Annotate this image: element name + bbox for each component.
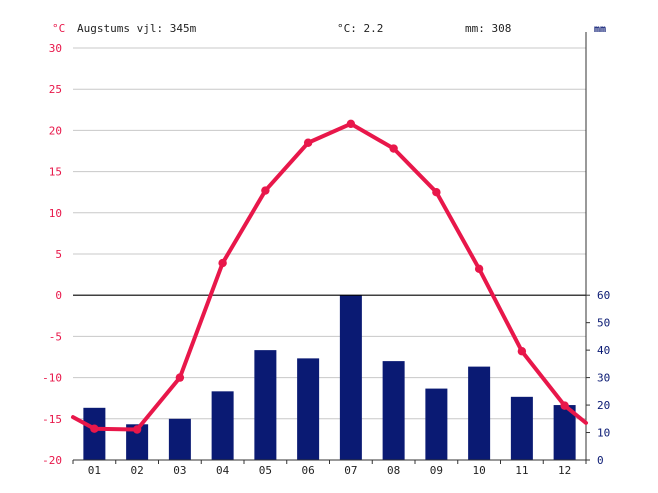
altitude-label: Augstums vjl: 345m xyxy=(77,22,197,35)
precip-tick-label: 50 xyxy=(597,317,610,330)
temperature-line-group xyxy=(71,119,588,434)
temp-point-08 xyxy=(389,144,398,153)
x-tick-label-01: 01 xyxy=(88,464,101,477)
precip-tick-label: 30 xyxy=(597,372,610,385)
precip-tick-label: 60 xyxy=(597,289,610,302)
x-tick-label-10: 10 xyxy=(473,464,486,477)
x-tick-label-09: 09 xyxy=(430,464,443,477)
precip-bar-05 xyxy=(254,350,277,460)
x-tick-label-12: 12 xyxy=(558,464,571,477)
temperature-line xyxy=(71,121,588,432)
temp-tick-label: -10 xyxy=(42,372,62,385)
precipitation-bars xyxy=(83,295,576,460)
temp-point-10 xyxy=(474,264,484,274)
avg-temp-label: °C: 2.2 xyxy=(337,22,383,35)
temp-point-05 xyxy=(261,186,270,195)
temp-tick-label: 30 xyxy=(49,42,62,55)
temp-tick-label: 20 xyxy=(49,124,62,137)
temp-point-07 xyxy=(346,119,356,129)
precip-tick-label: 20 xyxy=(597,399,610,412)
x-tick-label-03: 03 xyxy=(173,464,186,477)
temp-point-06 xyxy=(303,138,313,147)
grid-lines xyxy=(73,47,586,420)
temp-tick-label: 10 xyxy=(49,207,62,220)
temp-tick-label: -5 xyxy=(49,330,62,343)
temp-tick-label: -20 xyxy=(42,454,62,467)
x-tick-label-11: 11 xyxy=(515,464,528,477)
precip-bar-04 xyxy=(211,391,234,460)
temp-point-09 xyxy=(432,188,441,197)
precip-bar-11 xyxy=(510,396,533,460)
axes xyxy=(72,32,590,464)
total-precip-label: mm: 308 xyxy=(465,22,511,35)
precip-bar-12 xyxy=(553,405,576,460)
x-tick-label-04: 04 xyxy=(216,464,230,477)
x-tick-label-02: 02 xyxy=(131,464,144,477)
temp-point-12 xyxy=(560,401,569,410)
temp-tick-label: 25 xyxy=(49,83,62,96)
x-tick-label-08: 08 xyxy=(387,464,400,477)
x-tick-label-05: 05 xyxy=(259,464,272,477)
precip-bar-02 xyxy=(126,424,149,460)
precip-tick-label: 0 xyxy=(597,454,604,467)
temp-point-02 xyxy=(132,425,142,434)
temp-tick-label: 15 xyxy=(49,166,62,179)
temp-tick-label: 5 xyxy=(55,248,62,261)
x-tick-label-06: 06 xyxy=(302,464,315,477)
precip-bar-10 xyxy=(468,366,491,460)
temp-point-04 xyxy=(218,258,227,268)
precip-unit-label: mm xyxy=(594,24,606,35)
precip-tick-label: 40 xyxy=(597,344,610,357)
temp-point-03 xyxy=(175,373,185,382)
precip-bar-03 xyxy=(168,418,191,460)
x-tick-label-07: 07 xyxy=(344,464,357,477)
precip-bar-08 xyxy=(382,361,405,460)
temp-tick-label: 0 xyxy=(55,289,62,302)
precip-tick-label: 10 xyxy=(597,427,610,440)
temp-tick-label: -15 xyxy=(42,413,62,426)
temp-unit-label: °C xyxy=(52,22,65,35)
temp-point-01 xyxy=(90,424,99,433)
temp-point-11 xyxy=(517,347,527,356)
precip-bar-01 xyxy=(83,407,106,460)
precip-bar-09 xyxy=(425,388,448,460)
precip-bar-07 xyxy=(339,295,362,460)
precip-bar-06 xyxy=(297,358,320,460)
